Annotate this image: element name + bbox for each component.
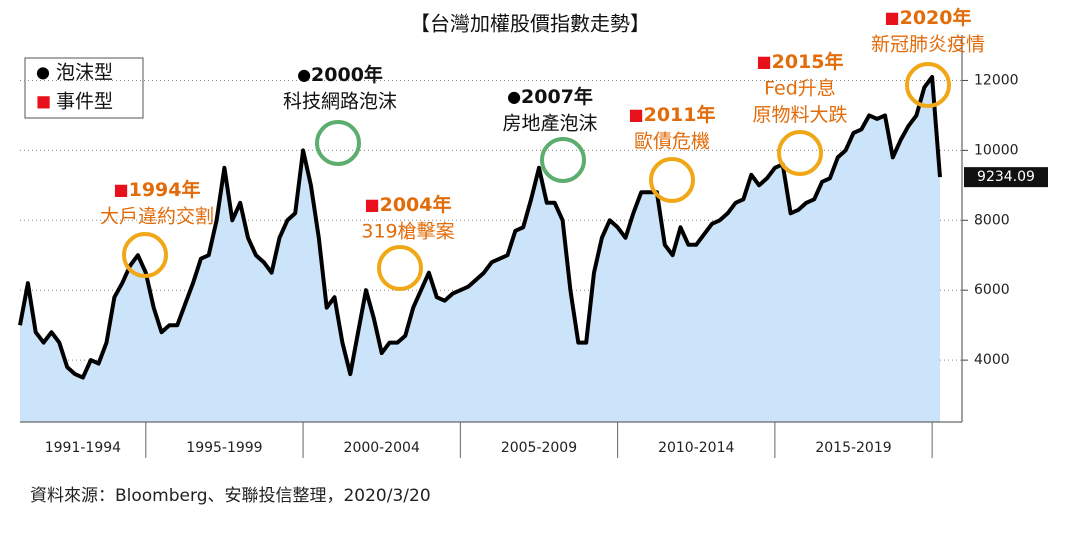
annotation-line: 2015年 <box>772 50 844 73</box>
annotation-text: 319槍擊案 <box>361 220 454 242</box>
highlight-ring <box>377 245 423 291</box>
annotation-symbol: ● <box>507 87 521 106</box>
annotation-text: 科技網路泡沫 <box>283 90 397 112</box>
y-tick-label: 10000 <box>974 142 1019 158</box>
chart-title: 【台灣加權股價指數走勢】 <box>410 12 650 36</box>
x-group-label: 2000-2004 <box>344 440 420 456</box>
annotation-line: 科技網路泡沫 <box>283 90 397 112</box>
annotation-line: 2020年 <box>900 6 972 29</box>
annotation-symbol: ● <box>297 65 311 84</box>
annotation-text: 原物料大跌 <box>752 104 847 126</box>
highlight-ring <box>122 232 168 278</box>
annotation-text: ■2004年 <box>364 193 451 216</box>
y-tick-label: 6000 <box>974 282 1010 298</box>
y-tick-label: 4000 <box>974 352 1010 368</box>
highlight-ring <box>315 120 361 166</box>
area <box>20 77 940 422</box>
legend-label: 泡沫型 <box>56 62 113 84</box>
annotation-symbol: ■ <box>884 8 899 27</box>
highlight-ring <box>540 137 586 183</box>
annotation-line: 歐債危機 <box>634 130 710 152</box>
annotation-text: 歐債危機 <box>634 130 710 152</box>
annotation-text: ■1994年 <box>113 178 200 201</box>
last-value-box <box>964 167 1048 188</box>
x-group-label: 2005-2009 <box>501 440 577 456</box>
annotation-symbol: ■ <box>113 180 128 199</box>
annotation-line: 房地產泡沫 <box>502 112 597 134</box>
highlight-ring <box>649 157 695 203</box>
annotation-text: 新冠肺炎疫情 <box>871 33 985 55</box>
annotation-line: 2000年 <box>311 63 383 86</box>
annotation-text: ■2011年 <box>628 103 715 126</box>
annotation-text: 房地產泡沫 <box>502 112 597 134</box>
annotation-line: 1994年 <box>129 178 201 201</box>
annotation-text: 大戶違約交割 <box>100 205 214 227</box>
annotation-line: 原物料大跌 <box>752 104 847 126</box>
x-group-label: 1991-1994 <box>45 440 121 456</box>
annotation-line: 2011年 <box>644 103 716 126</box>
annotation-text: ■2015年 <box>756 50 843 73</box>
highlight-ring <box>777 130 823 176</box>
line <box>18 75 942 380</box>
legend-symbol: ● <box>36 63 50 82</box>
annotation-text: Fed升息 <box>764 77 836 99</box>
annotation-symbol: ■ <box>756 52 771 71</box>
legend-box <box>24 57 144 119</box>
x-group-label: 1995-1999 <box>186 440 262 456</box>
highlight-ring <box>905 62 951 108</box>
annotation-symbol: ■ <box>628 105 643 124</box>
source-note: 資料來源：Bloomberg、安聯投信整理，2020/3/20 <box>30 486 431 506</box>
y-tick-label: 8000 <box>974 212 1010 228</box>
annotation-line: 319槍擊案 <box>361 220 454 242</box>
annotation-text: ■2020年 <box>884 6 971 29</box>
annotation-symbol: ■ <box>364 195 379 214</box>
legend-symbol: ■ <box>36 92 51 111</box>
annotation-line: 新冠肺炎疫情 <box>871 33 985 55</box>
legend-label: 事件型 <box>56 91 113 113</box>
annotation-line: 2004年 <box>380 193 452 216</box>
annotation-text: ●2000年 <box>297 63 383 86</box>
annotation-line: 大戶違約交割 <box>100 205 214 227</box>
annotation-text: ●2007年 <box>507 85 593 108</box>
annotation-line: 2007年 <box>521 85 593 108</box>
last-value-label: 9234.09 <box>977 169 1035 185</box>
x-group-label: 2010-2014 <box>658 440 734 456</box>
annotation-line: Fed升息 <box>764 77 836 99</box>
x-group-label: 2015-2019 <box>815 440 891 456</box>
y-tick-label: 12000 <box>974 72 1019 88</box>
